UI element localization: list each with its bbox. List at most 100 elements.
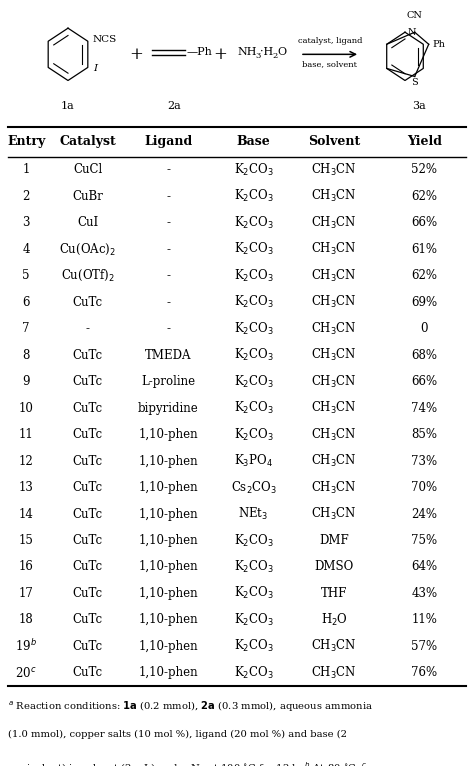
Text: NEt$_3$: NEt$_3$ bbox=[238, 506, 269, 522]
Text: 1,10-phen: 1,10-phen bbox=[138, 561, 198, 574]
Text: CuTc: CuTc bbox=[73, 401, 103, 414]
Text: CuTc: CuTc bbox=[73, 666, 103, 679]
Text: bipyridine: bipyridine bbox=[138, 401, 199, 414]
Text: N: N bbox=[408, 28, 416, 37]
Text: CH$_3$CN: CH$_3$CN bbox=[311, 321, 357, 337]
Text: 70%: 70% bbox=[411, 481, 438, 494]
Text: CuI: CuI bbox=[77, 216, 98, 229]
Text: THF: THF bbox=[321, 587, 347, 600]
Text: K$_2$CO$_3$: K$_2$CO$_3$ bbox=[234, 638, 273, 654]
Text: 3: 3 bbox=[22, 216, 30, 229]
Text: 69%: 69% bbox=[411, 296, 438, 309]
Text: 61%: 61% bbox=[411, 243, 437, 256]
Text: (1.0 mmol), copper salts (10 mol %), ligand (20 mol %) and base (2: (1.0 mmol), copper salts (10 mol %), lig… bbox=[8, 730, 347, 739]
Text: -: - bbox=[166, 243, 170, 256]
Text: 6: 6 bbox=[22, 296, 30, 309]
Text: 1,10-phen: 1,10-phen bbox=[138, 534, 198, 547]
Text: -: - bbox=[86, 322, 90, 336]
Text: Ligand: Ligand bbox=[144, 136, 192, 148]
Text: 24%: 24% bbox=[411, 508, 437, 521]
Text: 2: 2 bbox=[22, 190, 30, 203]
Text: 1,10-phen: 1,10-phen bbox=[138, 428, 198, 441]
Text: CH$_3$CN: CH$_3$CN bbox=[311, 400, 357, 416]
Text: 10: 10 bbox=[18, 401, 34, 414]
Text: Cs$_2$CO$_3$: Cs$_2$CO$_3$ bbox=[230, 480, 277, 496]
Text: CuTc: CuTc bbox=[73, 534, 103, 547]
Text: 52%: 52% bbox=[411, 163, 437, 176]
Text: 1,10-phen: 1,10-phen bbox=[138, 481, 198, 494]
Text: K$_2$CO$_3$: K$_2$CO$_3$ bbox=[234, 268, 273, 284]
Text: CuTc: CuTc bbox=[73, 349, 103, 362]
Text: 5: 5 bbox=[22, 270, 30, 283]
Text: S: S bbox=[411, 78, 418, 87]
Text: catalyst, ligand: catalyst, ligand bbox=[298, 38, 362, 45]
Text: CH$_3$CN: CH$_3$CN bbox=[311, 162, 357, 178]
Text: CH$_3$CN: CH$_3$CN bbox=[311, 347, 357, 363]
Text: 62%: 62% bbox=[411, 190, 437, 203]
Text: 62%: 62% bbox=[411, 270, 437, 283]
Text: K$_2$CO$_3$: K$_2$CO$_3$ bbox=[234, 665, 273, 681]
Text: K$_2$CO$_3$: K$_2$CO$_3$ bbox=[234, 294, 273, 310]
Text: 57%: 57% bbox=[411, 640, 438, 653]
Text: CuTc: CuTc bbox=[73, 428, 103, 441]
Text: K$_2$CO$_3$: K$_2$CO$_3$ bbox=[234, 374, 273, 390]
Text: CH$_3$CN: CH$_3$CN bbox=[311, 427, 357, 443]
Text: 4: 4 bbox=[22, 243, 30, 256]
Text: CuTc: CuTc bbox=[73, 508, 103, 521]
Text: 1,10-phen: 1,10-phen bbox=[138, 587, 198, 600]
Text: 74%: 74% bbox=[411, 401, 438, 414]
Text: 15: 15 bbox=[18, 534, 34, 547]
Text: CH$_3$CN: CH$_3$CN bbox=[311, 374, 357, 390]
Text: CuTc: CuTc bbox=[73, 454, 103, 467]
Text: Cu(OTf)$_2$: Cu(OTf)$_2$ bbox=[61, 268, 115, 283]
Text: CH$_3$CN: CH$_3$CN bbox=[311, 665, 357, 681]
Text: 7: 7 bbox=[22, 322, 30, 336]
Text: K$_2$CO$_3$: K$_2$CO$_3$ bbox=[234, 612, 273, 628]
Text: Entry: Entry bbox=[7, 136, 45, 148]
Text: 14: 14 bbox=[18, 508, 34, 521]
Text: -: - bbox=[166, 270, 170, 283]
Text: base, solvent: base, solvent bbox=[302, 61, 357, 68]
Text: K$_2$CO$_3$: K$_2$CO$_3$ bbox=[234, 427, 273, 443]
Text: 1a: 1a bbox=[61, 100, 75, 110]
Text: O: O bbox=[277, 47, 286, 57]
Text: K$_2$CO$_3$: K$_2$CO$_3$ bbox=[234, 532, 273, 548]
Text: 12: 12 bbox=[18, 454, 34, 467]
Text: NH: NH bbox=[237, 47, 256, 57]
Text: 1: 1 bbox=[22, 163, 30, 176]
Text: 73%: 73% bbox=[411, 454, 438, 467]
Text: DMSO: DMSO bbox=[315, 561, 354, 574]
Text: CuBr: CuBr bbox=[72, 190, 103, 203]
Text: 8: 8 bbox=[22, 349, 30, 362]
Text: Catalyst: Catalyst bbox=[59, 136, 116, 148]
Text: 2a: 2a bbox=[168, 100, 182, 110]
Text: 0: 0 bbox=[420, 322, 428, 336]
Text: CH$_3$CN: CH$_3$CN bbox=[311, 268, 357, 284]
Text: 11%: 11% bbox=[411, 614, 437, 627]
Text: 1,10-phen: 1,10-phen bbox=[138, 614, 198, 627]
Text: 43%: 43% bbox=[411, 587, 438, 600]
Text: 3: 3 bbox=[255, 52, 260, 61]
Text: CuTc: CuTc bbox=[73, 375, 103, 388]
Text: 11: 11 bbox=[18, 428, 34, 441]
Text: 16: 16 bbox=[18, 561, 34, 574]
Text: 1,10-phen: 1,10-phen bbox=[138, 454, 198, 467]
Text: Base: Base bbox=[237, 136, 271, 148]
Text: Ph: Ph bbox=[433, 40, 446, 49]
Text: 68%: 68% bbox=[411, 349, 437, 362]
Text: L-proline: L-proline bbox=[141, 375, 195, 388]
Text: K$_3$PO$_4$: K$_3$PO$_4$ bbox=[234, 453, 273, 469]
Text: TMEDA: TMEDA bbox=[145, 349, 191, 362]
Text: —Ph: —Ph bbox=[187, 47, 213, 57]
Text: 20$^{c}$: 20$^{c}$ bbox=[15, 666, 37, 680]
Text: CuTc: CuTc bbox=[73, 296, 103, 309]
Text: K$_2$CO$_3$: K$_2$CO$_3$ bbox=[234, 347, 273, 363]
Text: 85%: 85% bbox=[411, 428, 437, 441]
Text: CH$_3$CN: CH$_3$CN bbox=[311, 638, 357, 654]
Text: 1,10-phen: 1,10-phen bbox=[138, 666, 198, 679]
Text: 75%: 75% bbox=[411, 534, 438, 547]
Text: K$_2$CO$_3$: K$_2$CO$_3$ bbox=[234, 559, 273, 575]
Text: 18: 18 bbox=[18, 614, 34, 627]
Text: -: - bbox=[166, 296, 170, 309]
Text: equivalent) in solvent (2 mL) under N$_2$ at 100 $^{\circ}$C for 12 h. $^{b}$ At: equivalent) in solvent (2 mL) under N$_2… bbox=[8, 760, 368, 766]
